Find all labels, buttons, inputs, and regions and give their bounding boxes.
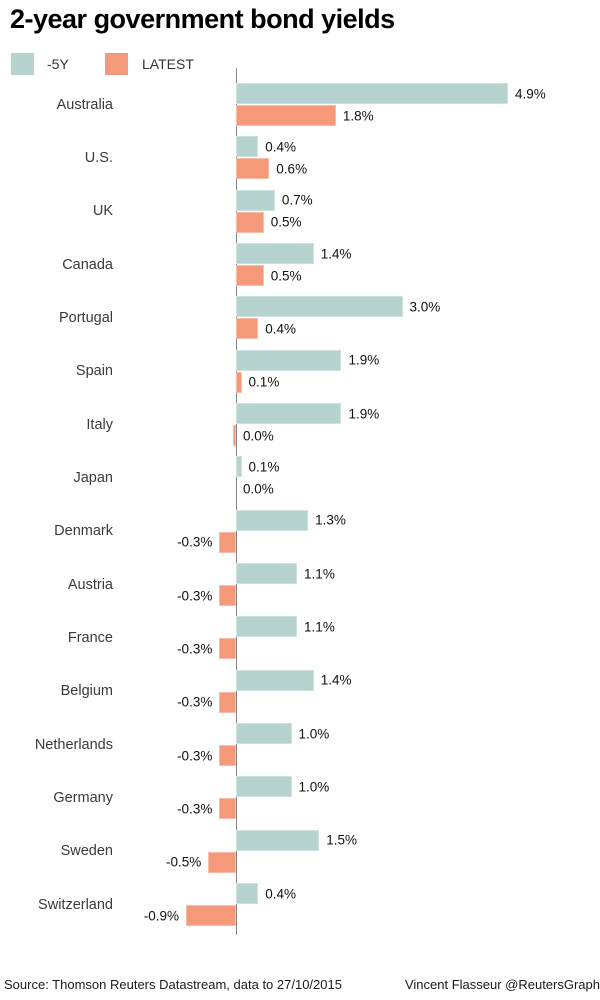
bar-latest bbox=[236, 105, 336, 126]
country-label: Netherlands bbox=[34, 736, 113, 753]
legend-label-5y: -5Y bbox=[47, 56, 69, 72]
country-label: Switzerland bbox=[38, 896, 113, 913]
bar-latest bbox=[236, 158, 270, 180]
bar-value-label-y5: 4.9% bbox=[514, 86, 546, 101]
bar-value-label-latest: -0.3% bbox=[177, 588, 213, 603]
bar-5y bbox=[236, 723, 292, 744]
legend-swatch-5y-icon bbox=[11, 53, 34, 75]
bar-5y bbox=[236, 349, 342, 371]
bar-5y bbox=[236, 563, 298, 584]
bar-value-label-latest: -0.3% bbox=[177, 534, 213, 550]
country-label: U.S. bbox=[84, 149, 113, 166]
bar-5y bbox=[236, 83, 508, 104]
bar-latest bbox=[236, 318, 259, 340]
credit-note: Vincent Flasseur @ReutersGraph bbox=[404, 977, 600, 992]
bar-value-label-y5: 1.0% bbox=[298, 726, 330, 741]
axis-line bbox=[236, 68, 237, 935]
bar-value-label-y5: 1.3% bbox=[315, 512, 346, 528]
bar-latest bbox=[219, 745, 236, 766]
bar-value-label-y5: 0.4% bbox=[265, 139, 296, 155]
bar-value-label-latest: -0.3% bbox=[177, 748, 213, 763]
legend: -5Y LATEST bbox=[0, 52, 600, 76]
bar-latest bbox=[219, 691, 236, 713]
bar-5y bbox=[236, 669, 314, 691]
bar-5y bbox=[236, 509, 309, 531]
bar-value-label-latest: 0.1% bbox=[248, 374, 280, 390]
bar-5y bbox=[236, 616, 298, 638]
country-label: Austria bbox=[67, 576, 113, 593]
bar-5y bbox=[236, 403, 342, 424]
bar-value-label-y5: 1.4% bbox=[320, 672, 352, 688]
bar-5y bbox=[236, 883, 259, 904]
footer: Source: Thomson Reuters Datastream, data… bbox=[0, 975, 600, 995]
bar-value-label-y5: 1.9% bbox=[348, 406, 380, 421]
bar-value-label-latest: -0.3% bbox=[177, 694, 213, 710]
bar-latest bbox=[186, 905, 236, 926]
bar-value-label-latest: -0.3% bbox=[177, 801, 213, 817]
bar-value-label-latest: 0.0% bbox=[243, 481, 274, 497]
bar-value-label-latest: 0.6% bbox=[276, 161, 308, 177]
country-label: Japan bbox=[73, 469, 113, 486]
bar-latest bbox=[236, 371, 242, 393]
chart-title: 2-year government bond yields bbox=[10, 4, 395, 34]
country-label: Canada bbox=[62, 256, 113, 273]
country-label: Denmark bbox=[54, 523, 113, 540]
country-label: Sweden bbox=[60, 843, 113, 860]
bar-value-label-latest: -0.5% bbox=[165, 854, 202, 870]
bar-5y bbox=[236, 776, 292, 798]
bar-value-label-y5: 0.4% bbox=[265, 886, 296, 901]
country-label: France bbox=[67, 629, 113, 646]
bar-value-label-y5: 1.1% bbox=[304, 619, 335, 635]
bar-value-label-latest: 1.8% bbox=[342, 108, 374, 123]
bar-latest bbox=[219, 531, 236, 553]
country-label: Spain bbox=[75, 363, 113, 380]
bar-latest bbox=[236, 211, 264, 233]
bar-value-label-y5: 0.1% bbox=[248, 459, 280, 475]
bar-value-label-y5: 3.0% bbox=[409, 299, 441, 315]
bar-5y bbox=[236, 829, 320, 851]
country-label: UK bbox=[92, 203, 113, 220]
bar-value-label-y5: 1.0% bbox=[298, 779, 330, 795]
bar-5y bbox=[236, 243, 314, 264]
country-label: Italy bbox=[86, 416, 113, 433]
country-label: Portugal bbox=[58, 309, 113, 326]
bar-5y bbox=[236, 296, 403, 318]
bar-5y bbox=[236, 456, 242, 478]
bar-latest bbox=[236, 265, 264, 286]
bar-value-label-y5: 1.5% bbox=[326, 832, 358, 848]
bar-5y bbox=[236, 189, 275, 211]
bar-latest bbox=[219, 585, 236, 606]
bar-5y bbox=[236, 136, 259, 158]
country-label: Australia bbox=[56, 96, 113, 113]
legend-label-latest: LATEST bbox=[142, 56, 194, 72]
bar-value-label-latest: -0.9% bbox=[143, 908, 180, 923]
bar-latest bbox=[219, 798, 236, 820]
bar-value-label-y5: 1.9% bbox=[348, 352, 380, 368]
bar-latest bbox=[208, 851, 236, 873]
bar-value-label-y5: 1.4% bbox=[320, 246, 352, 261]
bar-value-label-latest: 0.5% bbox=[270, 268, 302, 283]
bar-value-label-y5: 1.1% bbox=[304, 566, 335, 581]
bar-value-label-latest: 0.0% bbox=[243, 428, 274, 443]
bar-latest bbox=[233, 425, 236, 446]
source-note: Source: Thomson Reuters Datastream, data… bbox=[4, 977, 342, 992]
country-label: Germany bbox=[53, 789, 113, 806]
bar-chart-plot: Australia 4.9% 1.8% U.S. 0.4% 0.6% UK 0.7% 0.5% C… bbox=[0, 68, 600, 935]
bar-value-label-latest: 0.5% bbox=[270, 214, 302, 230]
legend-swatch-latest-icon bbox=[105, 53, 128, 75]
bar-value-label-latest: -0.3% bbox=[177, 641, 213, 657]
bar-latest bbox=[219, 638, 236, 660]
bar-value-label-y5: 0.7% bbox=[281, 192, 313, 208]
bar-value-label-latest: 0.4% bbox=[265, 321, 296, 337]
country-label: Belgium bbox=[60, 683, 113, 700]
